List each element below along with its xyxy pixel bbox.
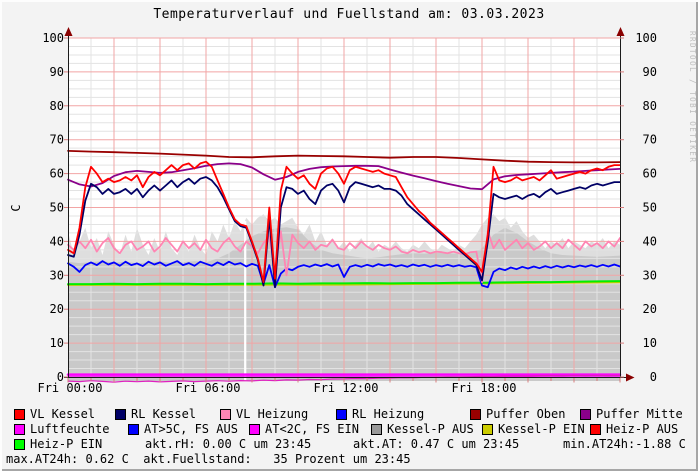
- legend-swatch-at-5c-fs-aus: [128, 424, 139, 435]
- y-tick-label-left: 50: [50, 201, 64, 215]
- y-tick-label-right: 10: [643, 336, 657, 350]
- y-tick-label-right: 40: [643, 234, 657, 248]
- y-tick-label-left: 40: [50, 234, 64, 248]
- legend-swatch-luftfeuchte: [14, 424, 25, 435]
- legend-label-rl-kessel: RL Kessel: [131, 407, 197, 421]
- chart-title: Temperaturverlauf und Fuellstand am: 03.…: [153, 7, 545, 22]
- series-rl-kessel: [67, 176, 621, 289]
- y-tick-label-left: 60: [50, 167, 64, 181]
- series-puffer-mitte: [67, 162, 621, 191]
- legend-swatch-puffer-oben: [470, 409, 481, 420]
- arrow-right: [626, 373, 635, 382]
- y-tick-label-right: 100: [635, 31, 657, 45]
- x-tick-label: Fri 06:00: [175, 381, 240, 395]
- x-tick-label: Fri 12:00: [313, 381, 378, 395]
- legend-label-at-5c-fs-aus: AT>5C, FS AUS: [144, 422, 238, 436]
- stat-akt-rh: akt.rH: 0.00 C um 23:45: [145, 437, 312, 451]
- legend-swatch-heiz-p-ein: [14, 439, 25, 450]
- y-tick-label-right: 60: [643, 167, 657, 181]
- stat-max-at24h-fuellstand: max.AT24h: 0.62 C akt.Fuellstand: 35 Pro…: [6, 452, 411, 466]
- legend-label-puffer-oben: Puffer Oben: [486, 407, 566, 421]
- arrow-up-right: [616, 27, 625, 36]
- y-tick-label-left: 90: [50, 65, 64, 79]
- y-tick-label-left: 80: [50, 99, 64, 113]
- legend-swatch-vl-heizung: [220, 409, 231, 420]
- stat-akt-at: akt.AT: 0.47 C um 23:45: [353, 437, 520, 451]
- y-tick-label-left: 30: [50, 268, 64, 282]
- legend-swatch-rl-heizung: [336, 409, 347, 420]
- legend-label-luftfeuchte: Luftfeuchte: [30, 422, 110, 436]
- y-tick-label-right: 0: [650, 370, 657, 384]
- y-tick-label-left: 20: [50, 302, 64, 316]
- legend-label-heiz-p-ein: Heiz-P EIN: [30, 437, 103, 451]
- stat-min-at24h: min.AT24h:-1.88 C: [563, 437, 686, 451]
- series-kessel-p-ein: [67, 281, 621, 286]
- legend-swatch-at-2c-fs-ein: [249, 424, 260, 435]
- y-tick-label-right: 90: [643, 65, 657, 79]
- legend-swatch-vl-kessel: [14, 409, 25, 420]
- y-tick-label-right: 50: [643, 201, 657, 215]
- rrdtool-watermark: RRDTOOL / TOBI OETIKER: [688, 31, 697, 163]
- x-tick-label: Fri 00:00: [37, 381, 102, 395]
- y-tick-label-right: 80: [643, 99, 657, 113]
- y-axis-title: C: [9, 204, 23, 211]
- temperature-chart: 0 0 10 10 20 20 30 30 40 40 50 50 60 60 70 70 80 80 90 90 10…: [9, 27, 697, 395]
- series-vl-kessel: [67, 160, 621, 283]
- legend-label-vl-kessel: VL Kessel: [30, 407, 96, 421]
- legend-swatch-puffer-mitte: [580, 409, 591, 420]
- legend-label-kessel-p-aus: Kessel-P AUS: [387, 422, 474, 436]
- arrow-up-left: [64, 27, 73, 36]
- series-rl-heizung: [67, 260, 621, 289]
- y-tick-label-right: 70: [643, 133, 657, 147]
- legend-swatch-kessel-p-aus: [371, 424, 382, 435]
- y-tick-label-right: 30: [643, 268, 657, 282]
- legend-swatch-heiz-p-aus: [590, 424, 601, 435]
- legend-label-heiz-p-aus: Heiz-P AUS: [606, 422, 679, 436]
- x-tick-label: Fri 18:00: [451, 381, 516, 395]
- series-puffer-oben: [67, 150, 621, 164]
- legend-label-at-2c-fs-ein: AT<2C, FS EIN: [265, 422, 359, 436]
- y-tick-label-left: 0: [57, 370, 64, 384]
- data-gap-stripe: [244, 221, 247, 381]
- legend-label-puffer-mitte: Puffer Mitte: [596, 407, 683, 421]
- series-heiz-p-ein: [67, 280, 621, 286]
- series-vl-heizung: [67, 230, 621, 283]
- y-tick-label-left: 70: [50, 133, 64, 147]
- y-tick-label-left: 100: [42, 31, 64, 45]
- legend-label-rl-heizung: RL Heizung: [352, 407, 425, 421]
- legend-label-kessel-p-ein: Kessel-P EIN: [498, 422, 585, 436]
- legend-label-vl-heizung: VL Heizung: [236, 407, 309, 421]
- y-tick-label-left: 10: [50, 336, 64, 350]
- y-tick-label-right: 20: [643, 302, 657, 316]
- legend-swatch-kessel-p-ein: [482, 424, 493, 435]
- legend-swatch-rl-kessel: [115, 409, 126, 420]
